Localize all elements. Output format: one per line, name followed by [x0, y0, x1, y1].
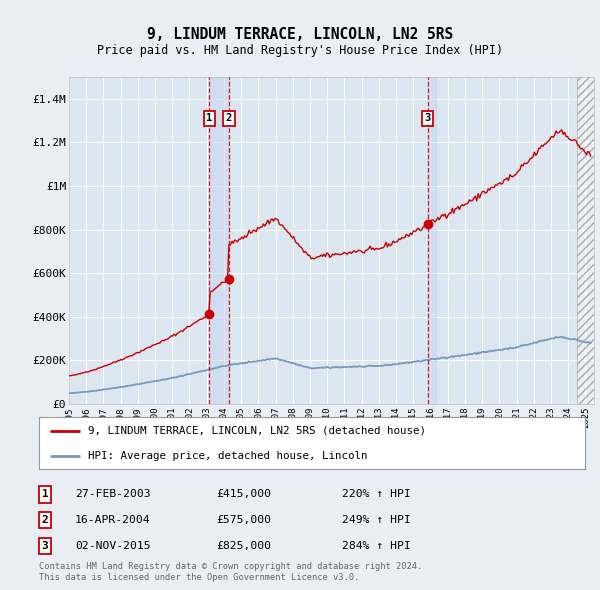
- Text: 284% ↑ HPI: 284% ↑ HPI: [342, 542, 411, 551]
- Text: £575,000: £575,000: [216, 516, 271, 525]
- Text: This data is licensed under the Open Government Licence v3.0.: This data is licensed under the Open Gov…: [39, 573, 359, 582]
- Text: 02-NOV-2015: 02-NOV-2015: [75, 542, 151, 551]
- Text: 9, LINDUM TERRACE, LINCOLN, LN2 5RS: 9, LINDUM TERRACE, LINCOLN, LN2 5RS: [147, 27, 453, 41]
- Text: Contains HM Land Registry data © Crown copyright and database right 2024.: Contains HM Land Registry data © Crown c…: [39, 562, 422, 571]
- Text: 220% ↑ HPI: 220% ↑ HPI: [342, 490, 411, 499]
- Text: £415,000: £415,000: [216, 490, 271, 499]
- Text: 249% ↑ HPI: 249% ↑ HPI: [342, 516, 411, 525]
- Text: 9, LINDUM TERRACE, LINCOLN, LN2 5RS (detached house): 9, LINDUM TERRACE, LINCOLN, LN2 5RS (det…: [88, 425, 426, 435]
- Text: 3: 3: [41, 542, 49, 551]
- Bar: [577, 77, 594, 404]
- Text: 2: 2: [226, 113, 232, 123]
- Text: Price paid vs. HM Land Registry's House Price Index (HPI): Price paid vs. HM Land Registry's House …: [97, 44, 503, 57]
- Text: 2: 2: [41, 516, 49, 525]
- Text: 3: 3: [425, 113, 431, 123]
- Bar: [209, 77, 229, 404]
- Text: £825,000: £825,000: [216, 542, 271, 551]
- Text: HPI: Average price, detached house, Lincoln: HPI: Average price, detached house, Linc…: [88, 451, 368, 461]
- Text: 1: 1: [206, 113, 212, 123]
- Bar: [428, 77, 436, 404]
- Text: 1: 1: [41, 490, 49, 499]
- Text: 16-APR-2004: 16-APR-2004: [75, 516, 151, 525]
- Bar: [577, 77, 594, 404]
- Text: 27-FEB-2003: 27-FEB-2003: [75, 490, 151, 499]
